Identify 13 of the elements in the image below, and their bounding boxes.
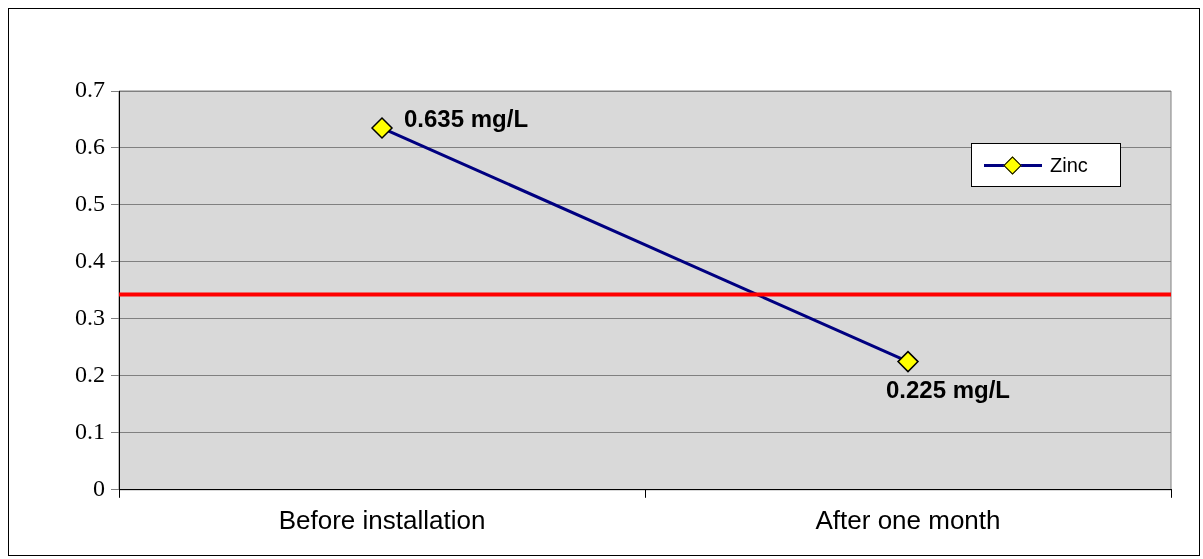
y-tick-label: 0.7 (75, 76, 105, 103)
y-tick-label: 0 (93, 475, 105, 502)
legend-label: Zinc (1050, 153, 1088, 178)
x-tick-label: After one month (815, 504, 1001, 535)
y-tick-label: 0.2 (75, 361, 105, 388)
y-tick-label: 0.5 (75, 190, 105, 217)
data-label: 0.635 mg/L (404, 104, 529, 132)
y-tick-label: 0.3 (75, 304, 105, 331)
y-tick-label: 0.4 (75, 247, 105, 274)
x-tick-label: Before installation (278, 504, 486, 535)
data-label: 0.225 mg/L (885, 376, 1011, 404)
y-tick-label: 0.1 (75, 418, 105, 445)
y-tick-label: 0.6 (75, 133, 105, 160)
